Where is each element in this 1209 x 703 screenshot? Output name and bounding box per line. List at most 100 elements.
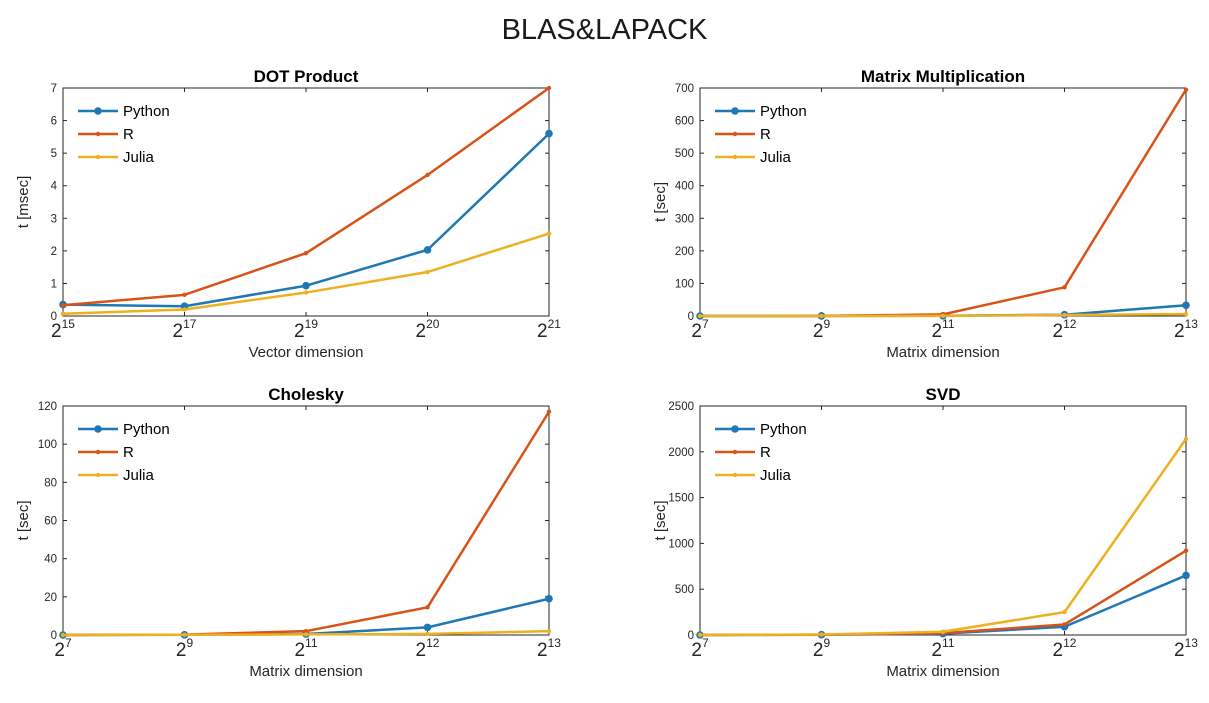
y-tick-label: 0 — [51, 311, 57, 323]
data-point-python — [1182, 571, 1190, 580]
x-tick-label: 213 — [537, 636, 561, 661]
data-point-python — [302, 281, 310, 290]
legend-marker-python — [731, 107, 739, 115]
legend-marker-r — [95, 131, 101, 137]
x-tick-label: 29 — [176, 636, 194, 661]
figure-title: BLAS&LAPACK — [501, 14, 708, 46]
x-tick-label: 213 — [1174, 317, 1198, 342]
x-tick-label: 29 — [813, 317, 831, 342]
data-point-r — [546, 85, 552, 91]
data-point-python — [1182, 301, 1190, 310]
data-point-julia — [819, 632, 824, 637]
series-line-julia — [62, 232, 550, 315]
legend-marker-r — [95, 449, 101, 455]
legend-marker-python — [94, 425, 102, 433]
y-tick-label: 6 — [51, 116, 57, 128]
data-point-python — [423, 246, 432, 254]
y-tick-label: 4 — [51, 181, 58, 193]
legend-marker-python — [731, 425, 739, 433]
chart-title: SVD — [926, 385, 961, 404]
data-point-r — [425, 605, 430, 610]
x-axis-label: Matrix dimension — [886, 344, 999, 361]
legend-label-python: Python — [123, 421, 170, 438]
legend-label-python: Python — [760, 421, 807, 438]
chart-panel-2: Matrix Multiplication 0 100 200 300 400 500 600… — [652, 67, 1198, 361]
y-tick-label: 600 — [675, 116, 694, 128]
x-tick-label: 211 — [294, 636, 317, 661]
legend-label-python: Python — [123, 103, 170, 120]
legend-label-r: R — [123, 444, 134, 461]
y-axis-label: t [sec] — [652, 500, 669, 540]
chart-title: DOT Product — [254, 67, 359, 86]
data-point-r — [425, 172, 430, 178]
y-tick-label: 0 — [688, 311, 694, 323]
legend-label-r: R — [760, 444, 771, 461]
series-line-r — [62, 86, 550, 307]
x-tick-label: 27 — [691, 636, 709, 661]
legend-marker-julia — [95, 472, 101, 478]
data-point-julia — [697, 632, 703, 638]
series-line-r — [699, 88, 1188, 318]
y-tick-label: 500 — [675, 148, 694, 160]
legend-label-julia: Julia — [123, 149, 155, 166]
chart-panel-1: DOT Product 0 1 2 3 4 5 6 7 215 217 219 220 221 Vector… — [15, 67, 561, 361]
y-tick-label: 500 — [675, 584, 694, 596]
data-point-julia — [182, 307, 187, 312]
x-tick-label: 27 — [54, 636, 72, 661]
data-point-r — [1062, 622, 1067, 627]
chart-title: Matrix Multiplication — [861, 67, 1025, 86]
axes-box — [62, 405, 550, 636]
data-point-julia — [303, 290, 309, 295]
data-point-python — [545, 594, 553, 603]
x-tick-label: 219 — [294, 317, 318, 342]
data-point-julia — [819, 313, 824, 319]
data-point-julia — [697, 313, 703, 319]
axes-box — [699, 405, 1187, 636]
data-point-julia — [940, 629, 946, 634]
legend-marker-r — [732, 449, 738, 455]
y-tick-label: 20 — [44, 592, 57, 604]
legend-marker-julia — [95, 154, 101, 160]
y-tick-label: 2 — [51, 246, 57, 258]
data-point-julia — [182, 632, 187, 638]
y-tick-label: 60 — [44, 516, 57, 528]
legend-label-julia: Julia — [760, 149, 792, 166]
data-point-r — [1183, 87, 1189, 92]
legend-marker-julia — [732, 154, 738, 160]
x-tick-label: 217 — [173, 317, 197, 342]
x-tick-label: 212 — [416, 636, 440, 661]
y-tick-label: 300 — [675, 213, 694, 225]
y-tick-label: 400 — [675, 181, 694, 193]
x-axis-label: Matrix dimension — [249, 663, 362, 680]
y-tick-label: 700 — [675, 83, 694, 95]
y-tick-label: 0 — [688, 630, 694, 642]
x-tick-label: 220 — [416, 317, 440, 342]
y-tick-label: 120 — [38, 401, 57, 413]
x-tick-label: 27 — [691, 317, 709, 342]
chart-panel-4: SVD 0 500 1000 1500 2000 2500 27 29 211 212 213 Matr… — [652, 385, 1198, 680]
y-tick-label: 80 — [44, 477, 57, 489]
legend-label-r: R — [123, 126, 134, 143]
legend-marker-python — [94, 107, 102, 115]
data-point-julia — [425, 269, 430, 275]
x-tick-label: 211 — [931, 317, 954, 342]
x-tick-label: 215 — [51, 317, 75, 342]
y-tick-label: 3 — [51, 213, 57, 225]
axes-box — [699, 87, 1187, 317]
x-axis-label: Matrix dimension — [886, 663, 999, 680]
x-axis-label: Vector dimension — [248, 344, 363, 361]
data-point-r — [1183, 548, 1189, 553]
y-tick-label: 1 — [51, 278, 57, 290]
legend-label-julia: Julia — [123, 467, 155, 484]
y-tick-label: 2000 — [668, 447, 694, 459]
y-tick-label: 40 — [44, 554, 57, 566]
data-point-r — [182, 292, 187, 298]
legend-marker-r — [732, 131, 738, 137]
data-point-r — [546, 409, 552, 414]
y-tick-label: 200 — [675, 246, 694, 258]
y-tick-label: 0 — [51, 630, 57, 642]
x-tick-label: 29 — [813, 636, 831, 661]
x-tick-label: 212 — [1053, 317, 1077, 342]
y-axis-label: t [msec] — [15, 176, 32, 229]
